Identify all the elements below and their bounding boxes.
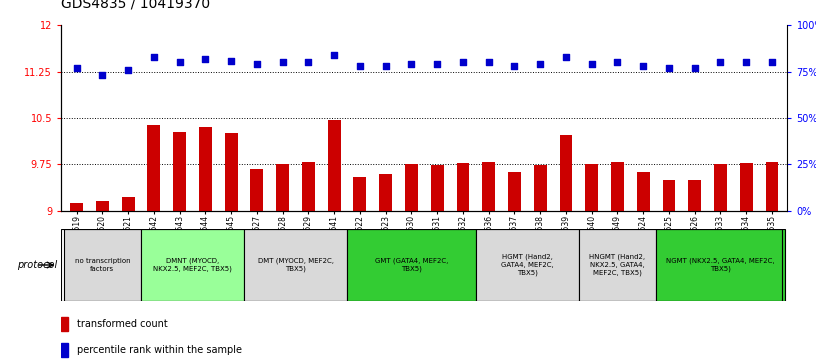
Point xyxy=(714,60,727,65)
Text: DMNT (MYOCD,
NKX2.5, MEF2C, TBX5): DMNT (MYOCD, NKX2.5, MEF2C, TBX5) xyxy=(153,258,232,272)
Point xyxy=(405,61,418,67)
Text: no transcription
factors: no transcription factors xyxy=(74,258,131,272)
Bar xyxy=(70,203,83,211)
Point xyxy=(251,61,264,67)
Point xyxy=(95,73,109,78)
Bar xyxy=(534,165,547,211)
Point xyxy=(663,65,676,71)
Bar xyxy=(141,229,244,301)
Point xyxy=(482,60,495,65)
Point xyxy=(636,63,650,69)
Point xyxy=(302,60,315,65)
Bar xyxy=(61,317,68,331)
Point xyxy=(456,60,469,65)
Point xyxy=(122,67,135,73)
Bar xyxy=(663,180,676,211)
Text: GDS4835 / 10419370: GDS4835 / 10419370 xyxy=(61,0,211,11)
Point xyxy=(199,56,212,62)
Bar xyxy=(379,174,392,211)
Bar xyxy=(328,120,340,211)
Point xyxy=(560,54,573,60)
Bar xyxy=(122,197,135,211)
Text: HGMT (Hand2,
GATA4, MEF2C,
TBX5): HGMT (Hand2, GATA4, MEF2C, TBX5) xyxy=(501,254,554,276)
Point xyxy=(173,60,186,65)
Point xyxy=(508,63,521,69)
Bar xyxy=(302,162,315,211)
Bar xyxy=(740,163,752,211)
Bar xyxy=(96,201,109,211)
Bar xyxy=(405,164,418,211)
Text: DMT (MYOCD, MEF2C,
TBX5): DMT (MYOCD, MEF2C, TBX5) xyxy=(258,258,334,272)
Text: HNGMT (Hand2,
NKX2.5, GATA4,
MEF2C, TBX5): HNGMT (Hand2, NKX2.5, GATA4, MEF2C, TBX5… xyxy=(589,254,645,276)
Bar xyxy=(765,162,778,211)
Point xyxy=(276,60,289,65)
Point xyxy=(611,60,624,65)
Bar xyxy=(456,163,469,211)
Bar xyxy=(251,168,264,211)
Point xyxy=(148,54,161,60)
Text: transformed count: transformed count xyxy=(78,319,168,329)
Point xyxy=(379,63,392,69)
Text: GMT (GATA4, MEF2C,
TBX5): GMT (GATA4, MEF2C, TBX5) xyxy=(375,258,448,272)
Point xyxy=(328,52,341,58)
Bar xyxy=(353,176,366,211)
Bar xyxy=(656,229,785,301)
Point xyxy=(353,63,366,69)
Point xyxy=(688,65,701,71)
Bar xyxy=(431,165,444,211)
Text: NGMT (NKX2.5, GATA4, MEF2C,
TBX5): NGMT (NKX2.5, GATA4, MEF2C, TBX5) xyxy=(666,258,775,272)
Bar xyxy=(688,180,701,211)
Point xyxy=(224,58,237,64)
Bar xyxy=(611,162,624,211)
Bar xyxy=(244,229,347,301)
Bar xyxy=(636,172,650,211)
Bar xyxy=(508,172,521,211)
Bar xyxy=(64,229,141,301)
Bar xyxy=(585,164,598,211)
Bar xyxy=(579,229,656,301)
Bar xyxy=(560,135,572,211)
Bar xyxy=(714,164,727,211)
Point xyxy=(740,60,753,65)
Point xyxy=(70,65,83,71)
Text: percentile rank within the sample: percentile rank within the sample xyxy=(78,345,242,355)
Bar xyxy=(61,343,68,357)
Bar xyxy=(277,164,289,211)
Point xyxy=(585,61,598,67)
Bar xyxy=(173,132,186,211)
Bar xyxy=(482,162,495,211)
Bar xyxy=(199,127,212,211)
Bar xyxy=(224,133,237,211)
Point xyxy=(431,61,444,67)
Text: protocol: protocol xyxy=(17,260,57,270)
Bar xyxy=(148,125,161,211)
Bar xyxy=(476,229,579,301)
Point xyxy=(534,61,547,67)
Bar xyxy=(347,229,476,301)
Point xyxy=(765,60,778,65)
